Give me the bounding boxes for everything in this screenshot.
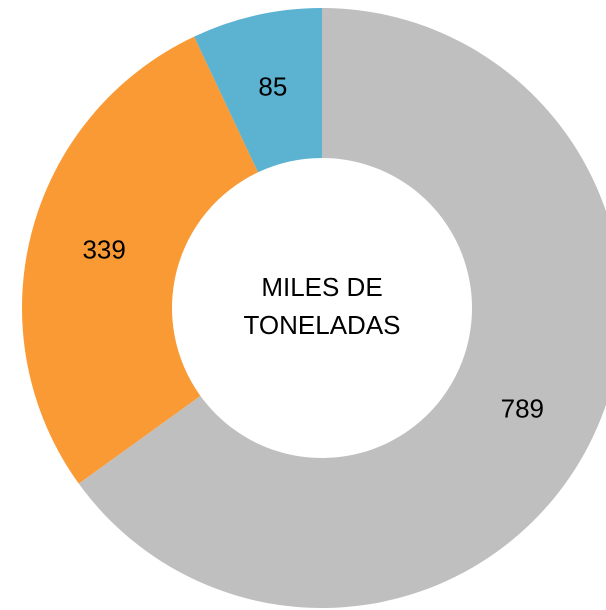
data-label: 789 <box>501 393 544 423</box>
slice <box>194 7 322 173</box>
slice <box>22 36 259 484</box>
data-label: 339 <box>82 235 125 265</box>
data-label: 85 <box>258 71 287 101</box>
slice <box>78 8 606 608</box>
center-label: MILES DE TONELADAS <box>243 272 401 340</box>
